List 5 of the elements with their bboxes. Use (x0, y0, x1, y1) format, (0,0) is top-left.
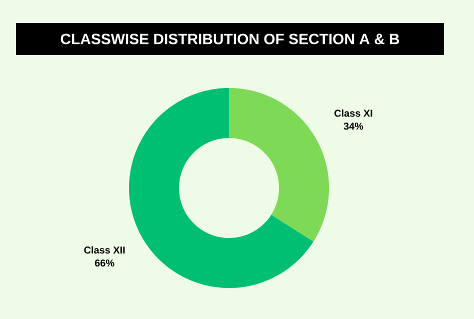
chart-title: CLASSWISE DISTRIBUTION OF SECTION A & B (60, 34, 400, 44)
data-label: 34% (344, 122, 364, 130)
data-label: 66% (94, 259, 114, 267)
slice-label: Class XI (334, 109, 372, 117)
slice-label: Class XII (84, 246, 125, 254)
